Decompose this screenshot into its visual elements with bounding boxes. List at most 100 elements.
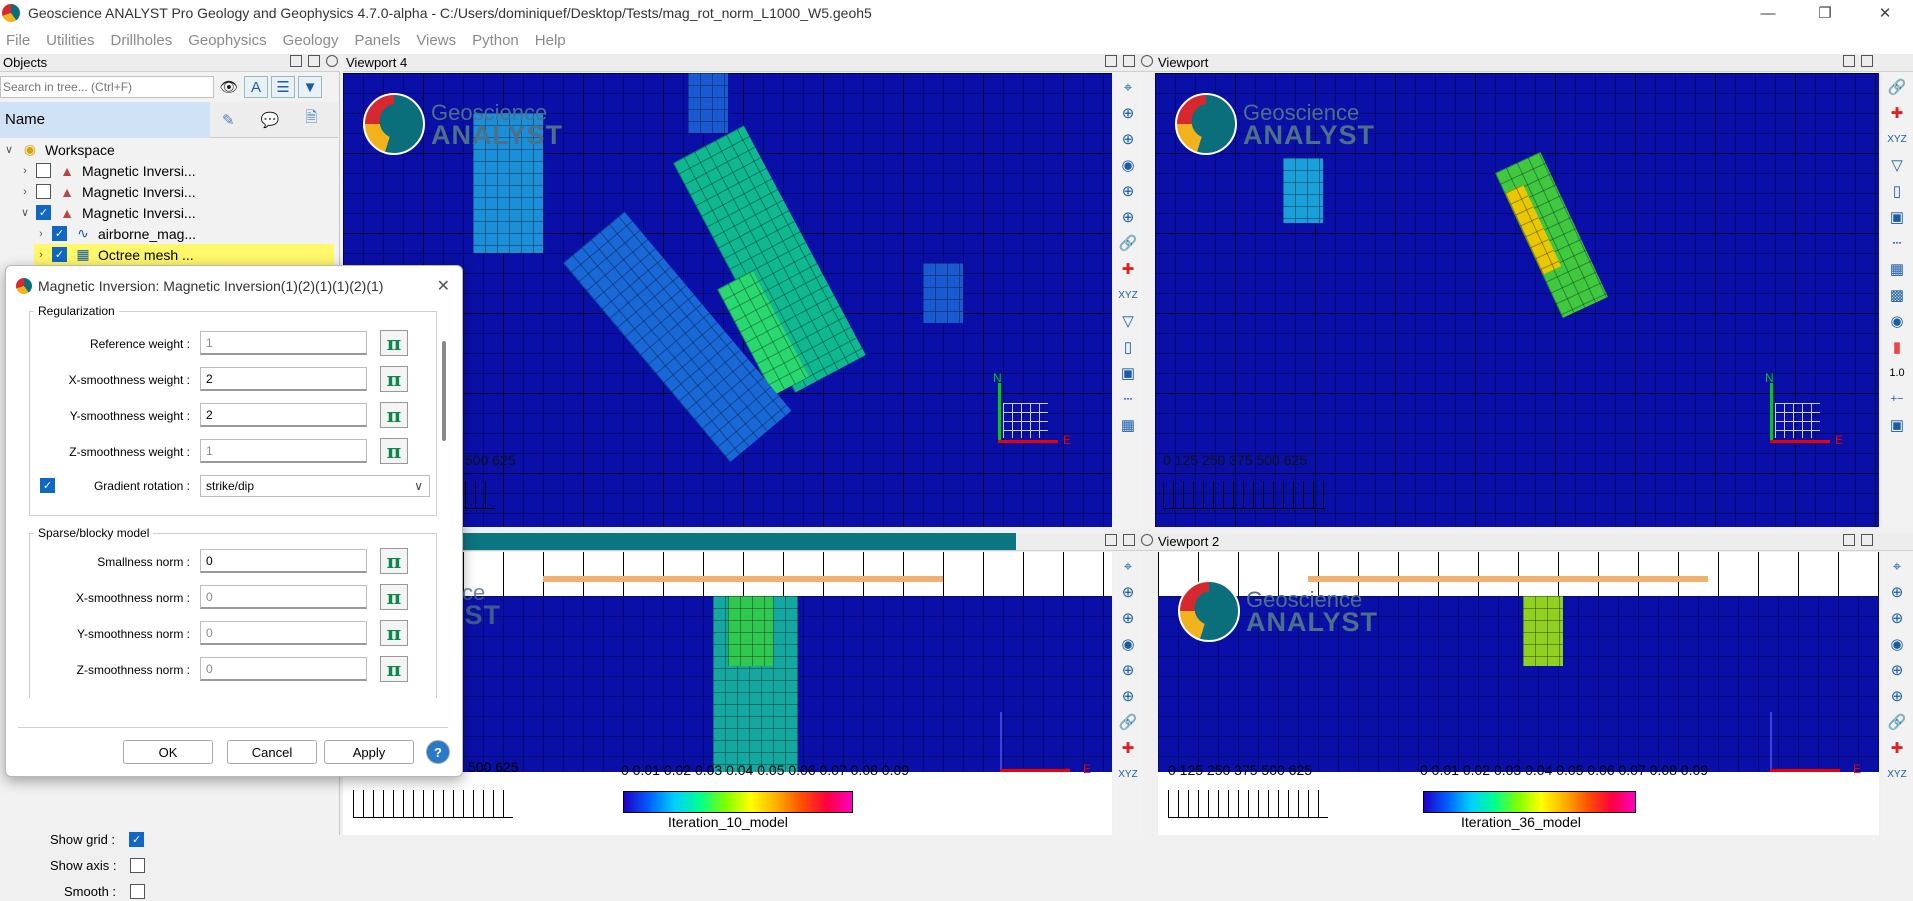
tree-item-workspace[interactable]: ∨ ◉ Workspace <box>2 139 115 160</box>
box-icon[interactable]: ▣ <box>1889 209 1905 226</box>
expand-chevron-icon[interactable]: › <box>23 164 27 177</box>
y-smoothness-norm-field[interactable]: 0 <box>200 621 367 645</box>
z-smoothness-norm-field[interactable]: 0 <box>200 657 367 681</box>
axis-icon[interactable]: ✚ <box>1121 261 1135 278</box>
maximize-panel-button[interactable] <box>1861 55 1873 67</box>
xyz-icon[interactable]: XYZ <box>1118 289 1138 301</box>
tree-item-inversion-3[interactable]: ∨ ✓ ▲ Magnetic Inversi... <box>18 202 196 223</box>
float-panel-button[interactable] <box>1843 534 1855 546</box>
viewport4-canvas[interactable]: Geoscience ANALYST 500 625 N E <box>343 73 1112 527</box>
link-icon[interactable]: 🔗 <box>1887 79 1907 96</box>
menu-geology[interactable]: Geology <box>282 31 339 49</box>
hide-panel-icon[interactable] <box>326 55 338 67</box>
camera-icon[interactable]: ▣ <box>1889 417 1905 434</box>
focus-icon[interactable]: ⊕ <box>1121 688 1135 705</box>
dialog-close-icon[interactable]: ✕ <box>436 278 450 295</box>
x-smoothness-weight-field[interactable]: 2 <box>200 367 367 391</box>
filter-type-a-icon[interactable]: A <box>244 76 268 98</box>
reference-weight-field[interactable]: 1 <box>200 331 367 355</box>
zoom-extents-icon[interactable]: ⌖ <box>1123 78 1133 96</box>
section-icon[interactable]: ▯ <box>1892 183 1902 200</box>
visibility-checkbox[interactable]: ✓ <box>52 226 67 241</box>
dialog-scrollbar[interactable] <box>442 341 446 441</box>
ruler-icon[interactable]: ┄ <box>1892 235 1902 252</box>
center-icon[interactable]: ◉ <box>1121 157 1135 174</box>
menu-panels[interactable]: Panels <box>354 31 401 49</box>
smallness-norm-field[interactable]: 0 <box>200 549 367 573</box>
clip-icon[interactable]: ▽ <box>1891 157 1903 174</box>
help-button[interactable]: ? <box>426 740 450 764</box>
cancel-button[interactable]: Cancel <box>227 740 317 764</box>
zoom-extents-icon[interactable]: ⌖ <box>1892 557 1902 575</box>
pan-icon[interactable]: ⊕ <box>1121 584 1135 601</box>
viewport1-canvas[interactable]: Geoscience ANALYST 0 125 250 375 500 625 … <box>1155 73 1879 527</box>
focus-icon[interactable]: ⊕ <box>1890 688 1904 705</box>
tree-item-inversion-1[interactable]: › ▲ Magnetic Inversi... <box>18 160 195 181</box>
colormap-icon[interactable]: ▩ <box>1889 287 1905 304</box>
ok-button[interactable]: OK <box>123 740 213 764</box>
orbit-icon[interactable]: ⊕ <box>1121 183 1135 200</box>
python-link-button[interactable]: π <box>380 548 408 574</box>
axis-icon[interactable]: ✚ <box>1890 105 1904 122</box>
show-grid-checkbox[interactable]: ✓ <box>129 831 145 847</box>
menu-geophysics[interactable]: Geophysics <box>188 31 267 49</box>
hide-panel-icon[interactable] <box>1141 55 1153 67</box>
axis-icon[interactable]: ✚ <box>1121 740 1135 757</box>
x-smoothness-norm-field[interactable]: 0 <box>200 585 367 609</box>
comment-icon[interactable]: 💬 <box>260 111 280 129</box>
link-icon[interactable]: 🔗 <box>1118 235 1138 252</box>
filter-funnel-icon[interactable]: ▼ <box>298 76 322 98</box>
focus-icon[interactable]: ⊕ <box>1121 209 1135 226</box>
visibility-checkbox[interactable]: ✓ <box>36 205 51 220</box>
tree-item-inversion-2[interactable]: › ▲ Magnetic Inversi... <box>18 181 195 202</box>
maximize-panel-button[interactable] <box>1123 55 1135 67</box>
menu-help[interactable]: Help <box>534 31 566 49</box>
z-smoothness-weight-field[interactable]: 1 <box>200 439 367 463</box>
float-panel-button[interactable] <box>1105 55 1117 67</box>
document-icon[interactable]: 🗎 <box>305 109 318 126</box>
python-link-button[interactable]: π <box>380 584 408 610</box>
viewport2-canvas[interactable]: Geoscience ANALYST 0 125 250 375 500 625 … <box>1158 552 1879 835</box>
menu-views[interactable]: Views <box>416 31 457 49</box>
zoom-extents-icon[interactable]: ⌖ <box>1123 557 1133 575</box>
center-icon[interactable]: ◉ <box>1890 636 1904 653</box>
rotate-icon[interactable]: ⊕ <box>1890 610 1904 627</box>
restore-button[interactable]: ❐ <box>1818 5 1832 22</box>
python-link-button[interactable]: π <box>380 366 408 392</box>
xyz-icon[interactable]: XYZ <box>1887 768 1907 780</box>
python-link-button[interactable]: π <box>380 402 408 428</box>
rotate-icon[interactable]: ⊕ <box>1121 610 1135 627</box>
name-column-header[interactable]: Name <box>0 101 210 138</box>
colorbar-icon[interactable]: ▮ <box>1892 339 1902 356</box>
link-icon[interactable]: 🔗 <box>1887 714 1907 731</box>
pan-icon[interactable]: ⊕ <box>1121 105 1135 122</box>
python-link-button[interactable]: π <box>380 620 408 646</box>
orbit-icon[interactable]: ⊕ <box>1890 662 1904 679</box>
visibility-checkbox[interactable] <box>36 163 51 178</box>
grid-icon[interactable]: ▦ <box>1120 417 1136 434</box>
float-panel-button[interactable] <box>1843 55 1855 67</box>
expand-chevron-icon[interactable]: › <box>39 227 43 240</box>
paint-icon[interactable]: ◉ <box>1890 313 1904 330</box>
axis-icon[interactable]: ✚ <box>1890 740 1904 757</box>
center-icon[interactable]: ◉ <box>1121 636 1135 653</box>
rotate-icon[interactable]: ⊕ <box>1121 131 1135 148</box>
menu-file[interactable]: File <box>6 31 31 49</box>
xyz-icon[interactable]: XYZ <box>1887 133 1907 145</box>
menu-drillholes[interactable]: Drillholes <box>110 31 173 49</box>
minimize-button[interactable]: — <box>1760 4 1776 22</box>
gradient-rotation-select[interactable]: strike/dip ∨ <box>200 475 430 497</box>
float-panel-button[interactable] <box>1105 534 1117 546</box>
zoom-plus-minus-icon[interactable]: +− <box>1890 393 1904 405</box>
show-axis-checkbox[interactable] <box>130 857 146 873</box>
pan-icon[interactable]: ⊕ <box>1890 584 1904 601</box>
menu-python[interactable]: Python <box>472 31 519 49</box>
ruler-icon[interactable]: ┄ <box>1123 391 1133 408</box>
orbit-icon[interactable]: ⊕ <box>1121 662 1135 679</box>
section-icon[interactable]: ▯ <box>1123 339 1133 356</box>
python-link-button[interactable]: π <box>380 438 408 464</box>
menu-utilities[interactable]: Utilities <box>46 31 95 49</box>
float-panel-button[interactable] <box>290 55 302 67</box>
tree-item-airborne-mag[interactable]: › ✓ ∿ airborne_mag... <box>34 223 196 244</box>
smooth-checkbox[interactable] <box>130 883 146 899</box>
